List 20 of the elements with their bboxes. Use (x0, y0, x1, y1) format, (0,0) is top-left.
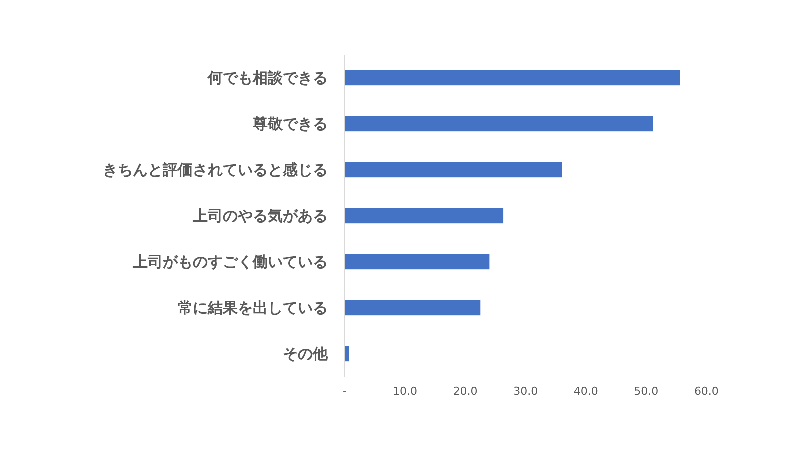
y-tick-label: 何でも相談できる (207, 69, 328, 87)
y-tick-label: きちんと評価されていると感じる (103, 161, 328, 179)
bar (345, 208, 504, 224)
y-tick-label: その他 (283, 345, 329, 363)
bar (345, 116, 654, 132)
x-tick-label: 60.0 (694, 385, 719, 398)
x-tick-label: - (343, 385, 348, 398)
x-tick-label: 40.0 (574, 385, 598, 398)
y-tick-label: 上司がものすごく働いている (132, 253, 328, 271)
x-tick-label: 10.0 (393, 385, 418, 398)
x-tick-label: 50.0 (634, 385, 659, 398)
bar (345, 300, 481, 316)
y-tick-label: 尊敬できる (252, 115, 328, 133)
y-tick-label: 上司のやる気がある (192, 207, 328, 225)
y-tick-label: 常に結果を出している (178, 299, 328, 317)
x-tick-label: 30.0 (514, 385, 538, 398)
bar (345, 254, 490, 270)
x-tick-label: 20.0 (453, 385, 478, 398)
bar (345, 70, 680, 86)
bar (345, 162, 562, 178)
